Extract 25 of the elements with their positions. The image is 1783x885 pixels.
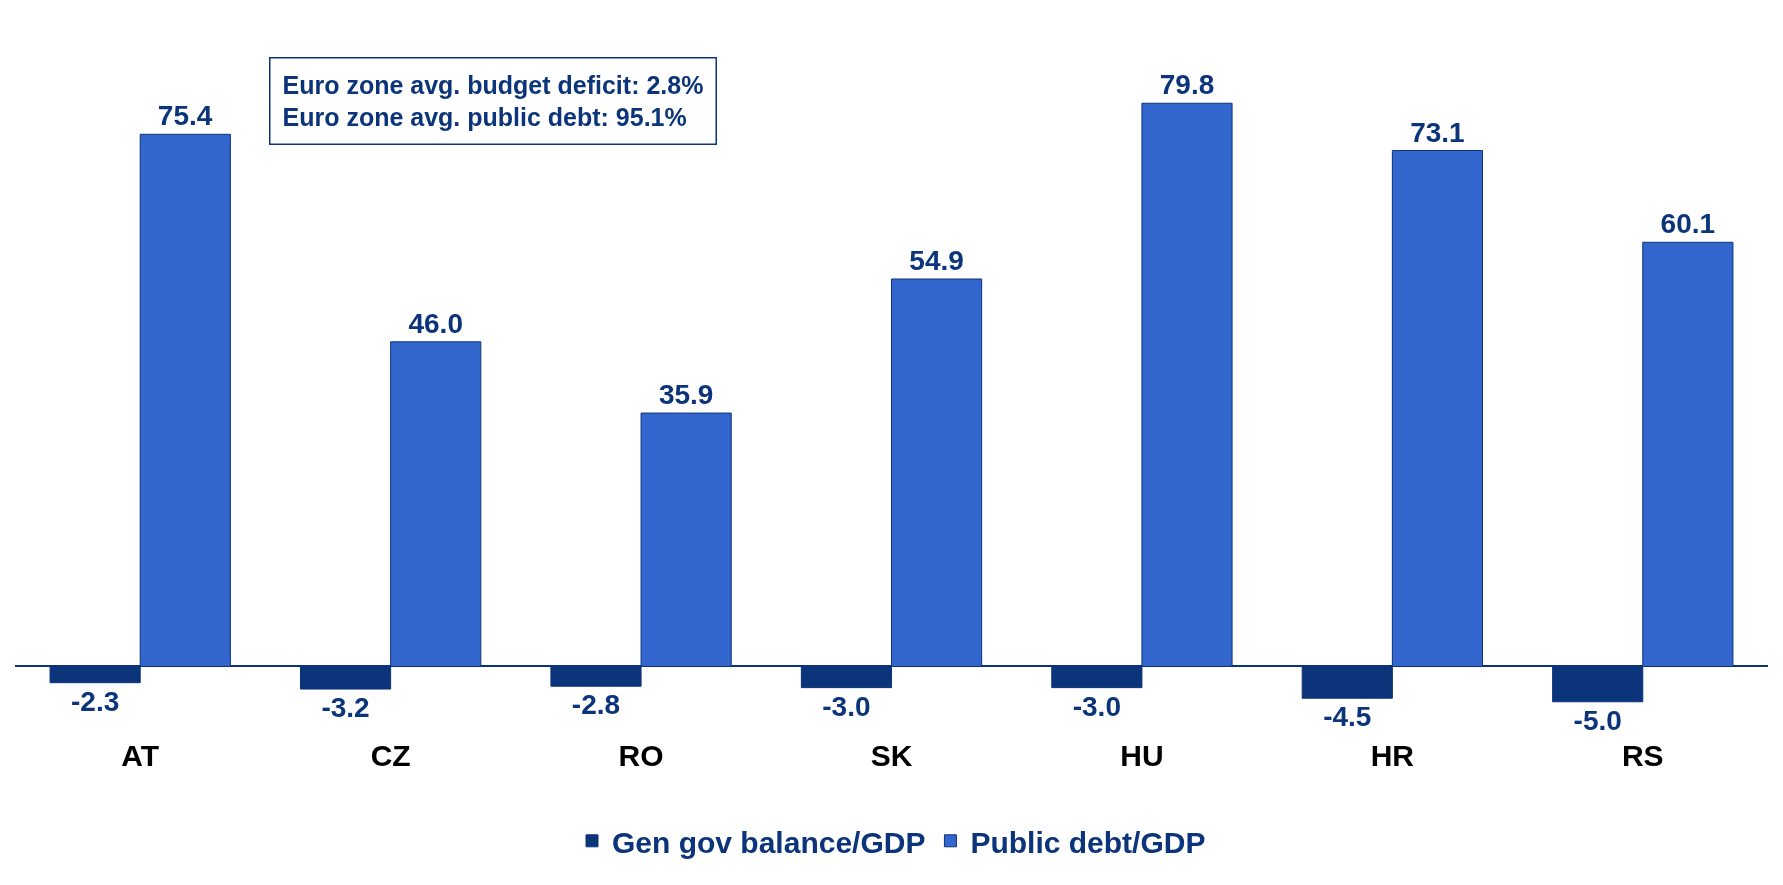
x-tick-label: RS <box>1621 739 1664 772</box>
data-label: -2.3 <box>71 685 120 717</box>
data-label: -3.2 <box>321 692 370 724</box>
data-label: -2.8 <box>571 689 621 721</box>
data-label: -5.0 <box>1573 704 1622 736</box>
x-tick-label: CZ <box>370 739 411 772</box>
data-label: 35.9 <box>658 379 714 411</box>
data-label: 60.1 <box>1660 208 1716 240</box>
data-label: -3.0 <box>822 690 871 722</box>
data-label: 46.0 <box>408 307 463 339</box>
data-label: 79.8 <box>1159 69 1215 101</box>
x-tick-label: SK <box>870 739 913 772</box>
data-label: -3.0 <box>1072 690 1121 722</box>
data-label: 73.1 <box>1410 116 1465 148</box>
annotation: Euro zone avg. public debt: 95.1% <box>282 103 687 131</box>
x-tick-label: RO <box>618 739 664 772</box>
text: Euro zone avg. budget deficit: 2.8% <box>282 70 704 99</box>
data-label: 75.4 <box>157 100 213 132</box>
legend-label: Gen gov balance/GDP <box>612 825 926 859</box>
x-tick-label: HU <box>1120 739 1164 772</box>
x-tick-label: HR <box>1370 739 1415 772</box>
x-tick-label: AT <box>121 739 160 772</box>
legend-label: Public debt/GDP <box>970 825 1206 859</box>
data-label: -4.5 <box>1323 701 1372 733</box>
data-label: 54.9 <box>909 244 964 276</box>
